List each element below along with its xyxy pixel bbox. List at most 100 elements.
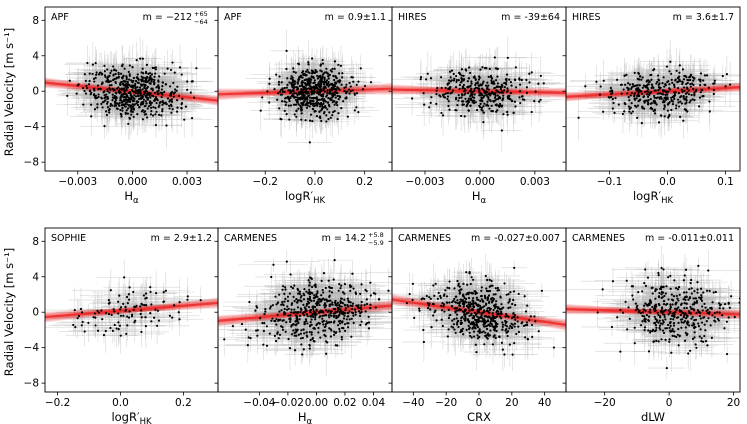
data-point — [175, 110, 179, 113]
data-point — [496, 82, 500, 85]
data-point — [284, 103, 287, 107]
data-point — [294, 71, 297, 74]
data-point — [518, 83, 522, 86]
data-point — [334, 96, 337, 99]
data-point — [312, 102, 316, 105]
data-point — [119, 108, 122, 112]
data-point — [121, 63, 124, 66]
data-point — [304, 83, 307, 86]
data-point — [501, 104, 504, 107]
data-point — [440, 111, 443, 115]
data-point — [308, 105, 311, 108]
data-point — [294, 80, 297, 83]
data-point — [320, 89, 323, 93]
data-point — [113, 69, 116, 72]
data-point — [103, 96, 106, 100]
data-point — [123, 84, 126, 87]
data-point — [326, 101, 330, 104]
data-point — [130, 113, 133, 116]
data-point — [93, 87, 96, 91]
data-point — [298, 104, 302, 107]
data-point — [441, 114, 445, 117]
data-point — [126, 112, 130, 115]
data-point — [103, 90, 106, 93]
data-point — [310, 72, 314, 75]
data-point — [444, 86, 447, 90]
data-point — [341, 76, 344, 79]
data-point — [89, 89, 92, 92]
data-point — [278, 90, 282, 93]
data-point — [452, 72, 455, 76]
data-point — [131, 105, 134, 109]
data-point — [99, 87, 102, 91]
data-point — [147, 80, 150, 83]
data-point — [501, 91, 505, 94]
data-point — [148, 72, 152, 75]
x-axis-label-main: H — [472, 189, 481, 203]
data-point — [154, 68, 157, 71]
data-point — [103, 70, 106, 73]
data-point — [458, 83, 462, 87]
data-point — [462, 78, 466, 81]
data-point — [161, 85, 164, 88]
data-point — [349, 90, 352, 93]
data-point — [178, 66, 182, 69]
data-point — [149, 101, 152, 104]
data-point — [186, 80, 189, 83]
data-point — [309, 113, 313, 116]
data-point — [488, 67, 491, 70]
data-point — [470, 87, 473, 90]
data-point — [335, 101, 338, 105]
data-point — [145, 63, 149, 67]
data-point — [297, 107, 300, 110]
data-point — [478, 84, 481, 87]
data-point — [180, 101, 184, 105]
data-point — [477, 87, 480, 90]
data-point — [295, 92, 298, 95]
x-tick-label: 0.0 — [307, 176, 324, 188]
data-point — [195, 67, 198, 70]
data-point — [100, 97, 103, 100]
data-point — [285, 67, 288, 71]
data-point — [419, 78, 422, 81]
data-point — [447, 87, 450, 91]
data-point — [115, 107, 119, 110]
data-point — [136, 86, 139, 89]
data-point — [307, 71, 310, 74]
data-point — [533, 100, 536, 103]
data-point — [323, 98, 326, 101]
data-point — [461, 100, 464, 103]
data-point — [500, 129, 503, 132]
data-point — [312, 92, 315, 95]
data-point — [492, 99, 495, 103]
data-point — [121, 109, 124, 112]
data-point — [101, 101, 105, 104]
data-point — [189, 91, 192, 94]
data-point — [539, 74, 542, 77]
data-point — [150, 73, 154, 76]
data-point — [268, 82, 271, 85]
data-point — [333, 83, 336, 86]
data-point — [304, 119, 307, 122]
data-point — [126, 83, 129, 87]
data-point — [283, 109, 286, 112]
data-point — [135, 76, 138, 79]
data-point — [300, 106, 303, 109]
data-point — [461, 94, 464, 97]
data-point — [493, 56, 496, 59]
data-point — [111, 104, 114, 107]
data-point — [143, 113, 146, 116]
data-point — [467, 77, 470, 80]
data-point — [310, 57, 314, 60]
data-point — [295, 115, 298, 118]
data-point — [149, 106, 153, 109]
data-point — [323, 78, 326, 82]
data-point — [285, 113, 288, 116]
data-point — [125, 87, 128, 90]
data-point — [173, 71, 176, 74]
data-point — [313, 71, 316, 75]
data-point — [323, 105, 326, 109]
data-point — [462, 74, 465, 77]
data-point — [161, 108, 164, 111]
data-point — [306, 80, 309, 84]
